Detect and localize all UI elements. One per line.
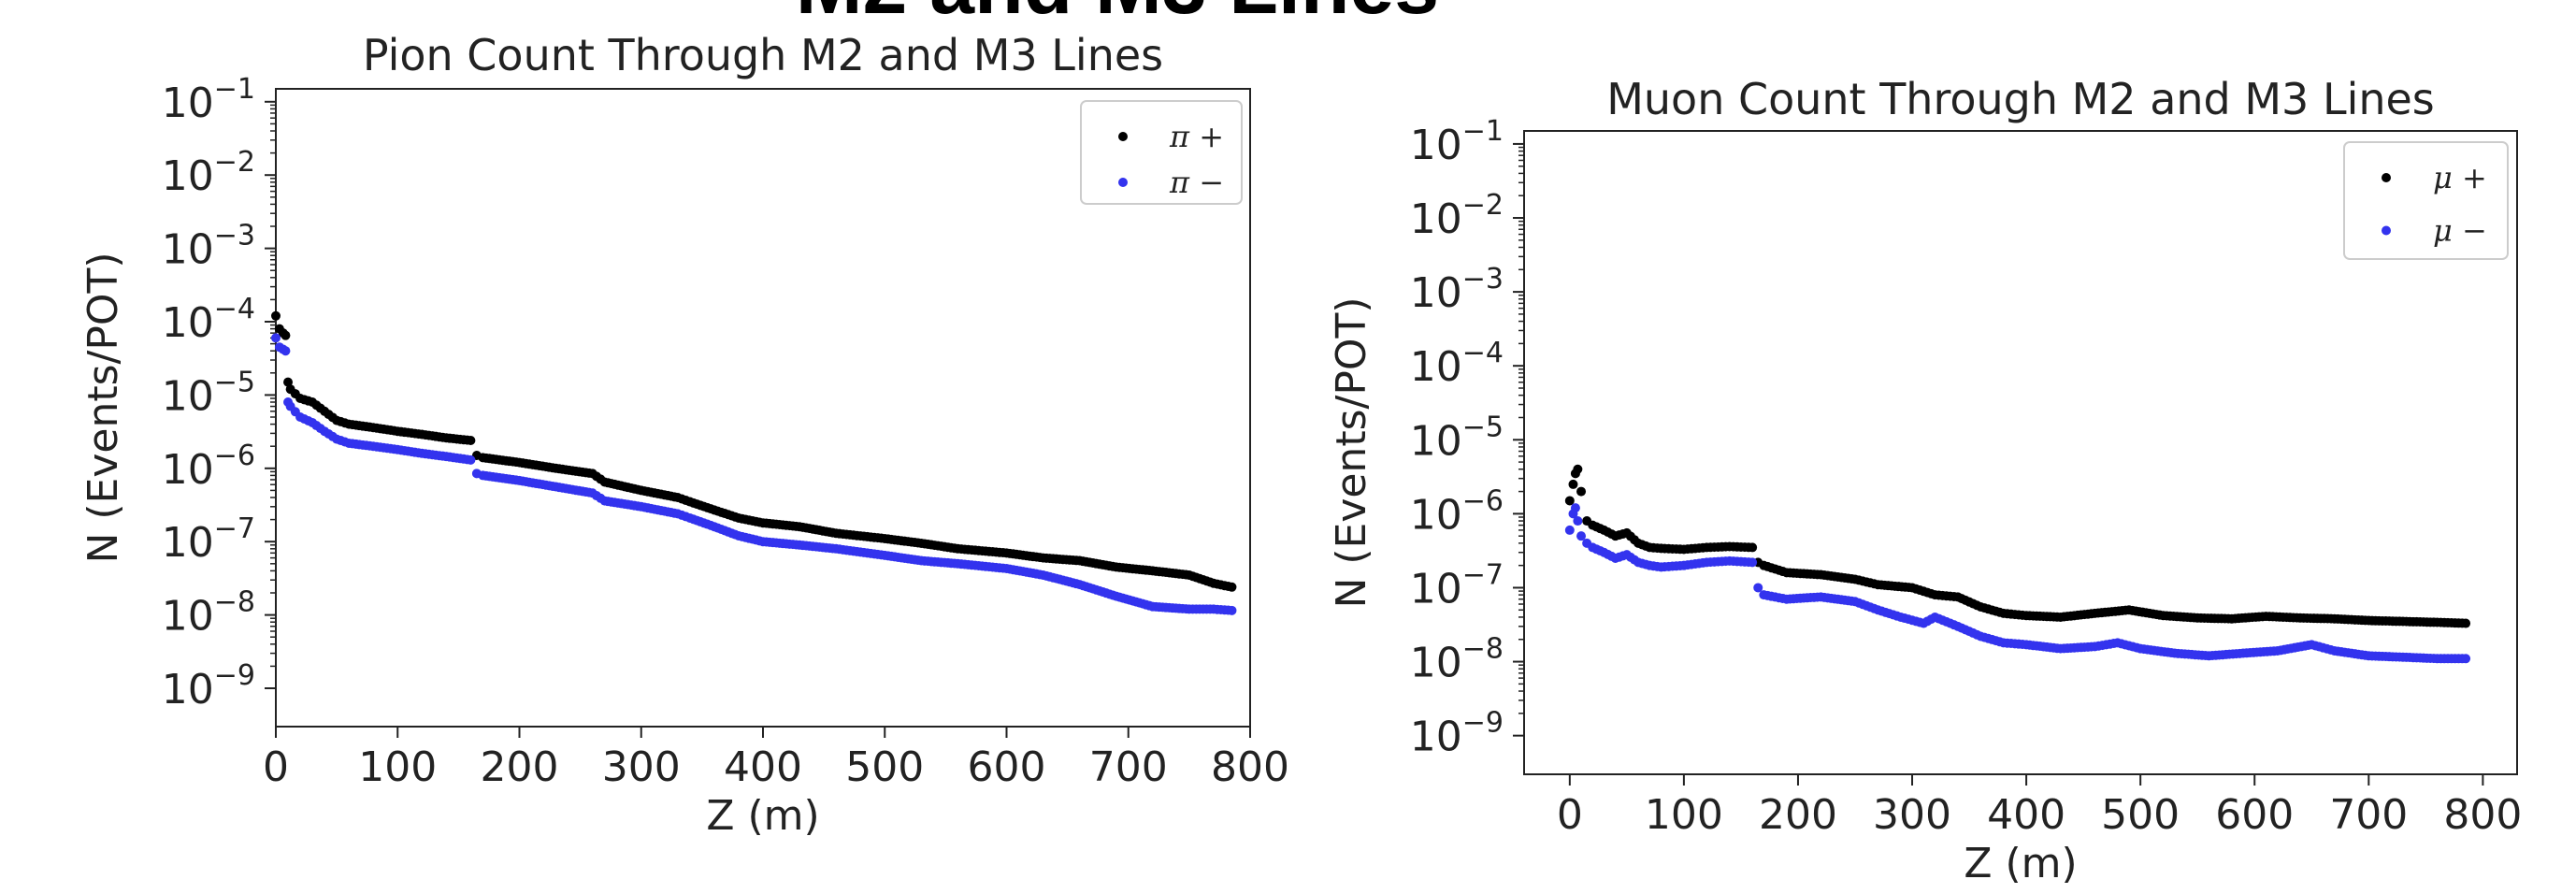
y-tick-label: 10−9 (1410, 707, 1504, 761)
data-point (1748, 542, 1758, 553)
pion-chart-panel: Pion Count Through M2 and M3 Lines 0 100 20… (79, 30, 1289, 840)
series-plus (1564, 464, 2471, 628)
x-tick-label: 400 (724, 743, 802, 791)
data-point (1227, 605, 1237, 615)
y-tick-label: 10−8 (1410, 633, 1504, 687)
data-point (1570, 503, 1580, 513)
legend-label: μ − (2433, 213, 2487, 249)
series-plus (271, 310, 1237, 592)
y-tick-label: 10−3 (1410, 263, 1504, 317)
data-point (2461, 618, 2471, 628)
x-tick-label: 100 (1645, 791, 1723, 839)
y-tick-label: 10−4 (162, 293, 255, 347)
x-tick-label: 800 (2443, 791, 2522, 839)
y-tick-label: 10−2 (162, 146, 255, 200)
x-tick-label: 300 (1873, 791, 1951, 839)
x-axis-label: Z (m) (1964, 840, 2077, 887)
series-minus (1564, 503, 2471, 664)
x-tick-label: 0 (1557, 791, 1583, 839)
y-tick-label: 10−6 (1410, 484, 1504, 539)
y-axis-label: N (Events/POT) (1328, 296, 1375, 608)
chart-title: Pion Count Through M2 and M3 Lines (363, 30, 1163, 80)
data-point (271, 310, 281, 321)
series-minus (271, 333, 1237, 615)
x-axis-label: Z (m) (706, 792, 819, 840)
y-tick-label: 10−6 (162, 440, 255, 494)
y-tick-label: 10−5 (162, 366, 255, 420)
data-point (1748, 557, 1758, 568)
data-point (283, 377, 294, 387)
legend: π + π − (1080, 100, 1243, 205)
x-tick-label: 0 (263, 743, 289, 791)
legend: μ + μ − (2343, 141, 2509, 260)
data-point (1227, 582, 1237, 592)
muon-chart-panel: Muon Count Through M2 and M3 Lines 0 100 20… (1328, 74, 2522, 887)
legend-marker (1118, 178, 1128, 187)
data-point (1753, 583, 1763, 593)
legend-marker (2382, 173, 2391, 182)
x-tick-label: 700 (1089, 743, 1168, 791)
legend-label: π − (1169, 165, 1224, 200)
legend-label: π + (1169, 119, 1224, 154)
data-point (281, 330, 291, 340)
y-tick-label: 10−8 (162, 586, 255, 641)
x-tick-label: 600 (968, 743, 1046, 791)
x-tick-label: 800 (1211, 743, 1289, 791)
x-tick-label: 100 (358, 743, 437, 791)
y-tick-label: 10−3 (162, 220, 255, 274)
x-tick-label: 500 (845, 743, 924, 791)
data-point (271, 333, 281, 343)
x-tick-label: 200 (1759, 791, 1837, 839)
data-point (1576, 486, 1587, 497)
y-tick-label: 10−7 (162, 512, 255, 567)
y-tick-label: 10−1 (162, 73, 255, 127)
y-axis-label: N (Events/POT) (79, 252, 127, 563)
x-tick-label: 700 (2329, 791, 2408, 839)
y-tick-label: 10−2 (1410, 189, 1504, 243)
data-point (1576, 531, 1587, 541)
cut-off-figure-title: M2 and M3 Lines (796, 0, 1439, 31)
data-point (1564, 496, 1575, 506)
data-point (466, 435, 476, 445)
data-point (466, 454, 476, 465)
legend-marker (2382, 225, 2391, 236)
data-point (1564, 525, 1575, 535)
y-tick-label: 10−4 (1410, 337, 1504, 391)
legend-label: μ + (2433, 160, 2487, 195)
y-tick-label: 10−9 (162, 659, 255, 714)
data-point (281, 346, 291, 356)
x-tick-label: 300 (602, 743, 681, 791)
y-tick-label: 10−5 (1410, 411, 1504, 465)
data-point (1573, 464, 1583, 474)
x-tick-label: 500 (2101, 791, 2180, 839)
y-tick-label: 10−7 (1410, 558, 1504, 613)
y-tick-label: 10−1 (1410, 115, 1504, 169)
x-tick-label: 600 (2215, 791, 2294, 839)
data-point (1568, 479, 1578, 489)
chart-title: Muon Count Through M2 and M3 Lines (1606, 74, 2435, 124)
legend-marker (1118, 132, 1128, 141)
x-tick-label: 400 (1987, 791, 2065, 839)
data-point (2461, 654, 2471, 664)
x-tick-label: 200 (481, 743, 559, 791)
data-point (1573, 516, 1583, 526)
